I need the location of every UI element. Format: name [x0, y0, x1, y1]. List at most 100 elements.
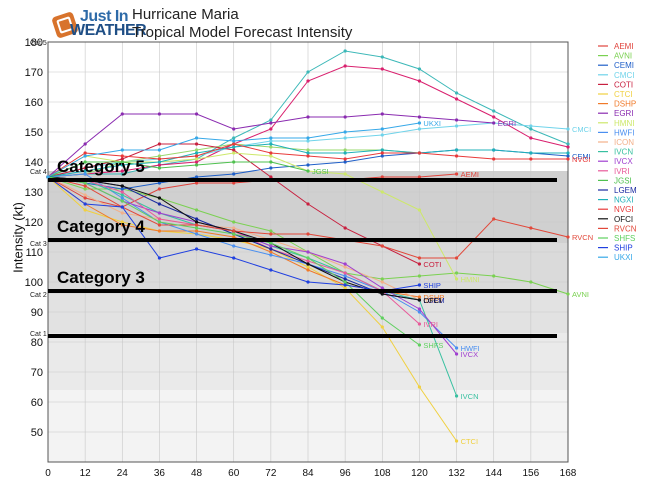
series-rvcn-point [454, 256, 459, 260]
series-rvcn-point [380, 244, 384, 248]
series-hwfi-point [269, 253, 273, 257]
extra-series-point [343, 64, 347, 68]
series-cmci-point [529, 124, 533, 128]
legend-entry: RVCN [614, 224, 637, 233]
series-ukxi-point [343, 130, 347, 134]
series-egri-point [492, 121, 496, 125]
series-hmni-point [194, 157, 199, 161]
series-shfs-point [120, 199, 124, 203]
legend-entry: LGEM [614, 186, 637, 195]
x-tick-label: 84 [302, 468, 314, 479]
series-avni-point [417, 274, 422, 278]
series-cmci-point [417, 127, 422, 131]
category-band-label: Cat 2 [30, 292, 47, 299]
series-ukxi-point [380, 127, 384, 131]
legend-entry: CMCI [614, 71, 634, 80]
series-end-label: RVCN [572, 233, 593, 242]
series-ngxi-point [380, 148, 384, 152]
series-cemi-point [343, 160, 347, 164]
series-nvgi-point [454, 154, 459, 158]
extra-series-point [566, 145, 570, 149]
chart-subtitle: Tropical Model Forecast Intensity [132, 24, 353, 41]
series-ngxi-point [343, 151, 347, 155]
legend-entry: IVRI [614, 167, 630, 176]
series-cemi-point [306, 163, 310, 167]
series-avni-point [194, 208, 199, 212]
series-nvgi-point [492, 157, 496, 161]
y-tick-label: 170 [25, 67, 43, 79]
series-coti-point [194, 142, 199, 146]
series-ngxi-point [454, 148, 459, 152]
series-nvgi-point [194, 154, 199, 158]
series-end-label: AEMI [461, 170, 479, 179]
series-avni-point [492, 274, 496, 278]
legend-entry: IVCX [614, 157, 633, 166]
y-tick-label: 120 [25, 217, 43, 229]
series-ukxi-point [306, 136, 310, 140]
series-egri-point [306, 115, 310, 119]
x-tick-label: 36 [154, 468, 166, 479]
series-avni-point [454, 271, 459, 275]
series-nvgi-point [529, 157, 533, 161]
series-end-label: HMNI [461, 275, 480, 284]
series-ofci-point [157, 196, 162, 200]
logo-text-top: Just In [80, 8, 129, 25]
extra-series-point [380, 55, 384, 59]
extra-series-point [417, 79, 422, 83]
extra-series-point [120, 169, 124, 173]
x-tick-label: 96 [340, 468, 352, 479]
series-shfs-point [306, 256, 310, 260]
y-tick-label: 130 [25, 187, 43, 199]
series-dshp-point [232, 235, 236, 239]
category-band-label: Cat 3 [30, 241, 47, 248]
series-rvcn-point [417, 256, 422, 260]
y-tick-label: 70 [31, 367, 43, 379]
series-lgem-point [269, 247, 273, 251]
extra-series-point [306, 70, 310, 74]
extra-series-point [194, 148, 199, 152]
extra-series-point [566, 142, 570, 146]
series-ngxi-point [269, 142, 273, 146]
series-rvcn-point [529, 226, 533, 230]
series-shfs-point [83, 181, 87, 185]
series-end-label: JGSI [312, 167, 329, 176]
series-shfs-point [157, 220, 162, 224]
series-shfs-point [194, 226, 199, 230]
series-nvgi-point [232, 142, 236, 146]
series-shfs-point [380, 316, 384, 320]
legend-entry: AVNI [614, 52, 632, 61]
series-ctci-point [120, 220, 124, 224]
series-ukxi-point [157, 148, 162, 152]
series-ukxi-point [83, 154, 87, 158]
extra-series-point [157, 163, 162, 167]
series-aemi-point [417, 175, 422, 179]
series-aemi-point [232, 181, 236, 185]
series-end-label: HWFI [461, 344, 480, 353]
extra-series-point [269, 127, 273, 131]
legend-entry: HMNI [614, 119, 634, 128]
legend-entry: COTI [614, 80, 633, 89]
series-avni-point [232, 220, 236, 224]
series-nvgi-point [157, 157, 162, 161]
series-coti-point [306, 202, 310, 206]
extra-series-point [529, 136, 533, 140]
series-coti-point [83, 166, 87, 170]
series-cemi-point [194, 175, 199, 179]
series-jgsi-point [120, 160, 124, 164]
series-cmci-point [380, 133, 384, 137]
series-ctci-point [454, 439, 459, 443]
legend-entry: JGSI [614, 176, 632, 185]
series-avni-point [566, 292, 570, 296]
series-ivri-point [120, 190, 124, 194]
series-end-label: SHIP [423, 281, 441, 290]
series-ngxi-point [120, 163, 124, 167]
series-egri-point [194, 112, 199, 116]
series-end-label: EGRI [498, 119, 516, 128]
extra-series-point [120, 172, 124, 176]
series-dshp-point [157, 229, 162, 233]
series-ivcn-point [120, 193, 124, 197]
x-tick-label: 48 [191, 468, 203, 479]
plot-frame [47, 41, 569, 463]
series-cemi-point [380, 154, 384, 158]
y-tick-label: 90 [31, 307, 43, 319]
